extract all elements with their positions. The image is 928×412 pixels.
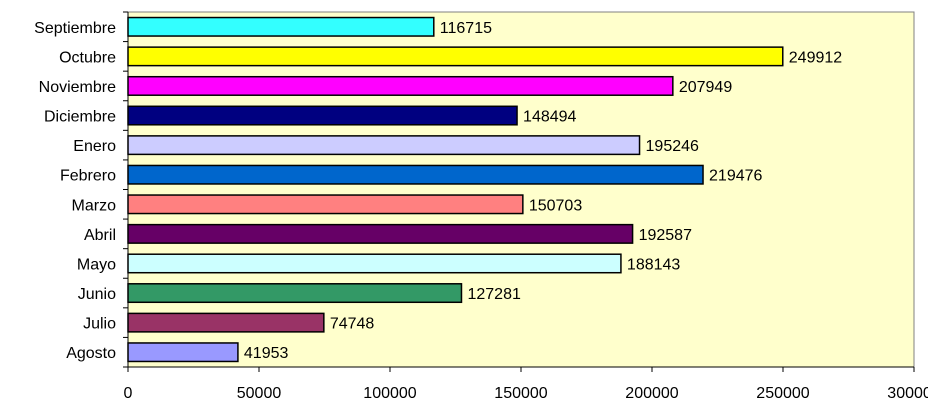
category-label-mayo: Mayo — [77, 256, 116, 273]
value-label-abril: 192587 — [639, 227, 692, 244]
value-label-julio: 74748 — [330, 316, 375, 333]
plot-area — [127, 11, 915, 368]
x-tick-label: 250000 — [756, 385, 809, 402]
value-labels-layer: 116715 249912 207949 148494 195246 219476 1507… — [244, 20, 842, 362]
category-label-septiembre: Septiembre — [34, 20, 116, 37]
category-label-diciembre: Diciembre — [44, 109, 116, 126]
category-labels-layer: Septiembre Octubre Noviembre Diciembre Enero… — [34, 20, 116, 362]
bar-agosto — [127, 342, 239, 363]
x-axis-ticks: 0 50000 100000 150000 200000 250000 300000 — [124, 367, 928, 402]
category-label-febrero: Febrero — [60, 168, 116, 185]
category-label-marzo: Marzo — [72, 197, 117, 214]
value-label-enero: 195246 — [646, 138, 699, 155]
x-tick-label: 50000 — [237, 385, 282, 402]
category-label-noviembre: Noviembre — [39, 79, 116, 96]
bar-enero — [127, 135, 641, 156]
value-label-marzo: 150703 — [529, 197, 582, 214]
bar-marzo — [127, 194, 524, 215]
bar-diciembre — [127, 105, 518, 126]
value-label-noviembre: 207949 — [679, 79, 732, 96]
bar-septiembre — [127, 16, 435, 37]
value-label-octubre: 249912 — [789, 49, 842, 66]
x-tick-label: 200000 — [625, 385, 678, 402]
bar-octubre — [127, 46, 784, 67]
bar-febrero — [127, 164, 704, 185]
bar-julio — [127, 312, 325, 333]
bars-layer — [127, 16, 784, 363]
value-label-mayo: 188143 — [627, 256, 680, 273]
x-tick-label: 100000 — [363, 385, 416, 402]
category-label-junio: Junio — [78, 286, 116, 303]
x-tick-label: 150000 — [494, 385, 547, 402]
value-label-junio: 127281 — [467, 286, 520, 303]
category-label-agosto: Agosto — [66, 345, 116, 362]
bar-junio — [127, 283, 463, 304]
bar-abril — [127, 223, 634, 244]
bar-noviembre — [127, 75, 674, 96]
category-label-enero: Enero — [73, 138, 116, 155]
y-axis-ticks — [123, 11, 128, 368]
x-tick-label: 300000 — [887, 385, 928, 402]
category-label-abril: Abril — [84, 227, 116, 244]
value-label-septiembre: 116715 — [440, 20, 492, 37]
bar-mayo — [127, 253, 622, 274]
value-label-agosto: 41953 — [244, 345, 289, 362]
value-label-febrero: 219476 — [709, 168, 762, 185]
category-label-octubre: Octubre — [59, 49, 116, 66]
category-label-julio: Julio — [83, 316, 116, 333]
value-label-diciembre: 148494 — [523, 109, 576, 126]
x-tick-label: 0 — [124, 385, 133, 402]
